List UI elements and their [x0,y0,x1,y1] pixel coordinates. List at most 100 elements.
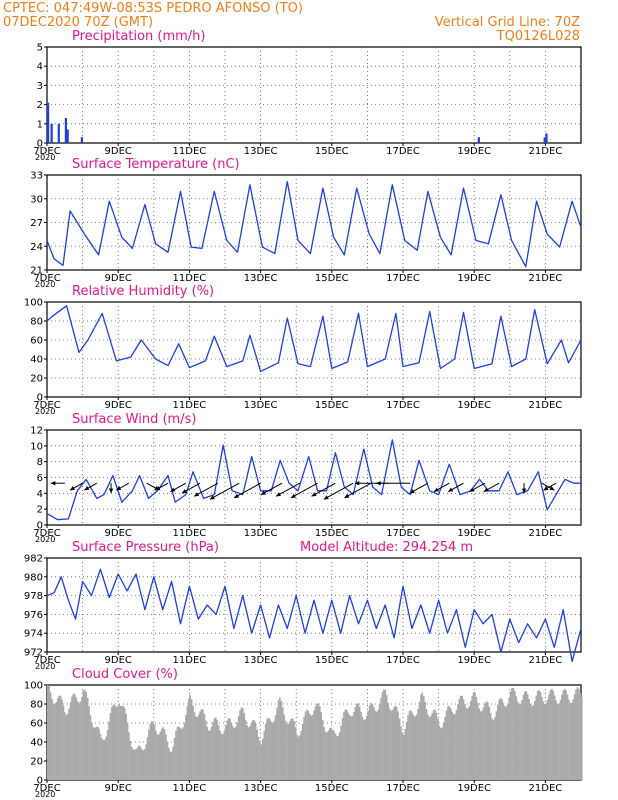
cloud-bar [215,717,217,780]
precip-bar [477,137,480,143]
cloud-bar [229,718,231,780]
cloud-bar [461,695,463,780]
cloud-bar [414,716,416,780]
cloud-bar [232,726,234,780]
cloud-bar [79,701,82,780]
cloud-bar [182,727,184,780]
cloud-bar [75,697,78,780]
temperature-title: Surface Temperature (nC) [72,157,240,172]
cloud-bar [54,704,56,780]
cloud-bar [277,700,280,780]
cloud-bar [555,700,557,780]
cloud-bar [491,718,493,780]
precip-bar [543,137,546,143]
cloud-bar [51,698,53,780]
cloud-bar [348,715,351,780]
cloud-bar [162,727,164,780]
cloud-bar [304,711,307,780]
cloud-bar [449,708,452,780]
cloud-bar [465,707,468,780]
wind-arrow [290,482,318,499]
cloud-bar [508,698,510,780]
cloud-bar [170,751,173,780]
cloud-bar [301,723,304,780]
cloud-bar [220,733,223,780]
cloud-bar [451,711,454,780]
cloud-bar [178,726,180,780]
cloud-bar [494,717,496,780]
x-tick-label: 21DEC [529,273,563,284]
y-tick-label: 21 [30,266,43,277]
year-label: 2020 [35,407,55,416]
wind-arrow-head [155,486,161,491]
panel-frame [46,46,582,144]
cloud-bar [58,695,60,780]
y-tick-label: 0 [37,393,43,404]
pressure-panel: Surface Pressure (hPa) Model Altitude: 2… [24,540,582,671]
cloud-bar [143,749,146,780]
cloud-bar [93,728,96,780]
y-tick-label: 20 [30,374,43,385]
cloud-bar [179,727,182,780]
x-tick-label: 9DEC [105,528,132,539]
cloud-bar [519,703,522,780]
cloud-bar [400,726,402,780]
cloud-bar [415,714,418,780]
cloud-bar [189,694,191,780]
x-tick-label: 7DEC [33,783,60,794]
series-line [46,180,582,268]
cloud-bar [378,704,381,780]
cloud-bar [59,695,62,780]
cloud-bar [425,709,428,780]
cloud-bar [138,745,140,780]
cloud-bar [579,692,582,780]
cloud-bar [430,716,432,780]
x-tick-label: 19DEC [457,273,491,284]
y-tick-label: 6 [37,473,43,484]
wind-arrow [275,482,301,497]
wind-arrow-head [234,493,239,498]
cloud-bar [49,692,52,780]
cloud-bar [136,747,139,780]
cloud-bar [192,705,194,780]
cloud-bar [576,687,579,780]
cloud-bar [196,716,199,780]
cloud-bar [172,746,174,780]
cloud-bar [350,716,352,780]
cloud-bar [484,703,486,780]
cloud-bar [207,730,210,780]
cloud-bar [455,709,458,780]
cloud-bar [351,715,354,780]
cloud-bar [318,706,321,780]
cloud-bar [205,720,207,780]
cloud-bar [74,694,76,780]
x-tick-label: 15DEC [315,783,349,794]
x-tick-label: 17DEC [386,146,420,157]
cloud-bar [233,728,236,780]
cloud-bar [306,709,308,780]
cloud-bar [206,726,209,780]
cloud-bar [330,727,332,780]
cloud-bar [360,711,362,780]
cloud-bar [327,730,330,780]
cloud-bar [401,732,404,780]
cloud-bar [227,717,230,780]
cloud-bar [210,726,213,780]
cloud-bar [116,706,119,780]
cloud-bar [568,699,570,780]
cloud-bar [328,728,331,780]
cloud-bar [72,693,75,780]
cloud-bar [142,750,145,780]
cloud-bar [375,711,378,780]
cloud-bar [244,720,247,780]
y-tick-label: 40 [30,355,43,366]
cloud-bar [239,710,241,780]
cloud-bar [506,703,509,780]
cloud-bar [176,726,179,780]
cloud-bar [187,698,190,780]
cloud-bar [158,734,160,780]
x-tick-label: 17DEC [386,655,420,666]
cloud-bar [492,720,495,780]
cloud-bar [135,749,137,780]
cloud-bar [309,713,311,780]
